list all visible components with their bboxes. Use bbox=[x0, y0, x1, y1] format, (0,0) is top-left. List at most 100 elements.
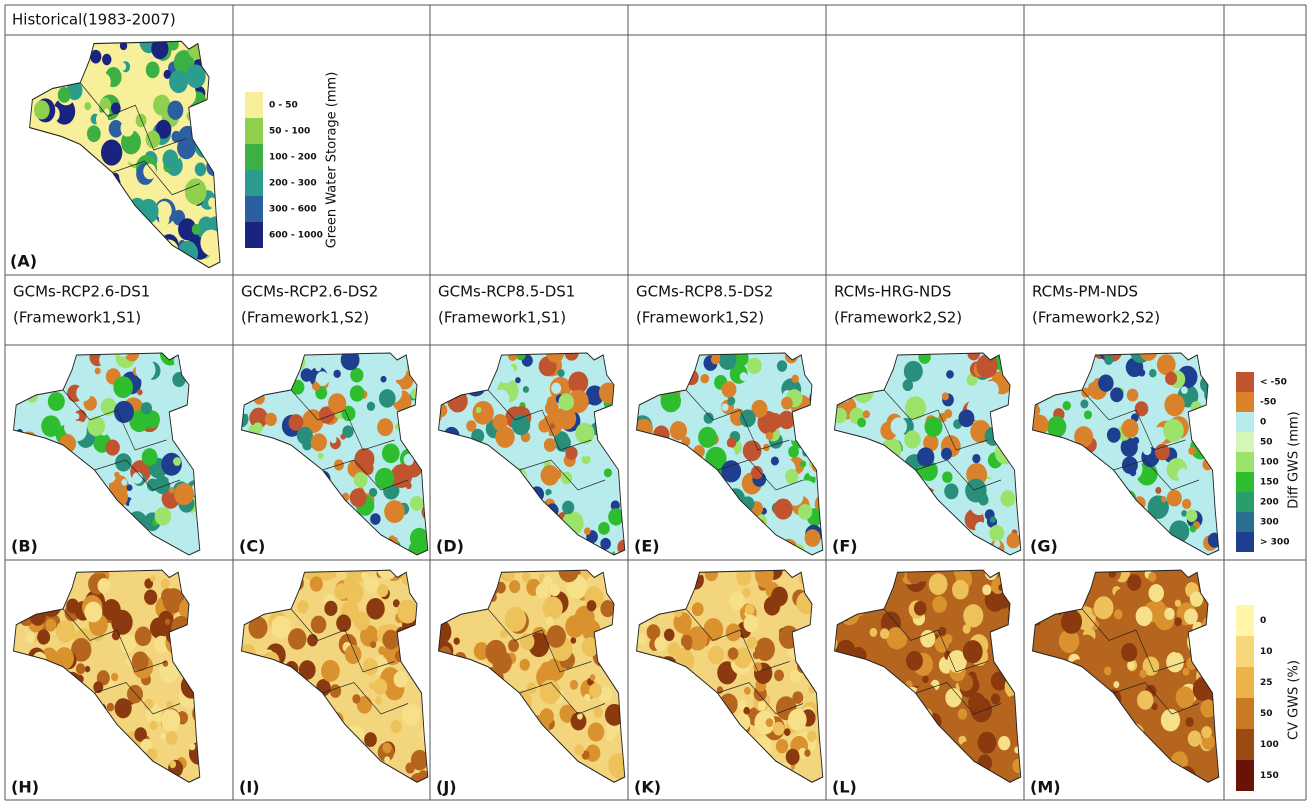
map-patch bbox=[463, 353, 480, 372]
map-patch bbox=[25, 160, 43, 182]
map-patch bbox=[926, 491, 947, 514]
map-patch bbox=[1073, 560, 1086, 575]
map-patch bbox=[531, 523, 550, 544]
map-patch bbox=[840, 734, 848, 743]
map-patch bbox=[53, 710, 61, 719]
map-patch bbox=[836, 385, 852, 402]
map-patch bbox=[20, 431, 38, 451]
map-patch bbox=[311, 433, 327, 451]
map-patch bbox=[819, 666, 825, 673]
map-patch bbox=[883, 498, 899, 515]
map-patch bbox=[904, 430, 920, 448]
map-patch bbox=[1063, 401, 1071, 410]
map-patch bbox=[329, 537, 350, 560]
legend-swatch bbox=[245, 222, 263, 248]
map-patch bbox=[636, 716, 653, 735]
map-fill bbox=[229, 340, 436, 568]
map-patch bbox=[93, 681, 103, 693]
legend-swatch bbox=[1236, 760, 1254, 791]
map-patch bbox=[1200, 435, 1220, 457]
map-patch bbox=[415, 421, 432, 440]
map-patch bbox=[942, 392, 949, 400]
map-patch bbox=[355, 754, 375, 777]
map-patch bbox=[862, 510, 871, 520]
map-patch bbox=[731, 742, 741, 753]
map-patch bbox=[886, 464, 902, 482]
map-patch bbox=[312, 520, 327, 536]
map-patch bbox=[656, 568, 671, 585]
map-patch bbox=[835, 686, 842, 694]
map-patch bbox=[841, 443, 852, 455]
map-patch bbox=[1078, 451, 1094, 469]
map-patch bbox=[59, 707, 77, 728]
map-patch bbox=[749, 542, 761, 555]
map-patch bbox=[914, 548, 925, 560]
map-patch bbox=[722, 494, 729, 502]
map-patch bbox=[755, 519, 765, 530]
map-patch bbox=[202, 121, 219, 142]
legend-label: 300 - 600 bbox=[269, 205, 317, 215]
map-patch bbox=[678, 485, 684, 492]
map-patch bbox=[288, 628, 306, 650]
map-patch bbox=[276, 476, 286, 487]
map-patch bbox=[231, 491, 252, 515]
map-patch bbox=[476, 407, 482, 413]
map-patch bbox=[656, 701, 663, 709]
map-patch bbox=[259, 781, 269, 793]
map-patch bbox=[401, 568, 416, 586]
map-patch bbox=[634, 350, 651, 369]
map-patch bbox=[497, 541, 510, 555]
map-patch bbox=[682, 516, 700, 536]
map-patch bbox=[811, 584, 826, 601]
map-patch bbox=[807, 368, 812, 374]
map-patch bbox=[513, 690, 532, 712]
map-patch bbox=[1175, 600, 1181, 607]
map-patch bbox=[37, 180, 49, 195]
map-patch bbox=[143, 164, 156, 180]
map-patch bbox=[1088, 474, 1095, 482]
map-patch bbox=[178, 343, 198, 365]
map-patch bbox=[1117, 542, 1126, 552]
map-patch bbox=[422, 366, 428, 372]
map-patch bbox=[593, 707, 602, 718]
map-patch bbox=[565, 615, 584, 638]
panel-label: (D) bbox=[436, 537, 464, 556]
map-patch bbox=[373, 679, 387, 695]
map-patch bbox=[1073, 736, 1087, 752]
map bbox=[427, 558, 634, 798]
map-patch bbox=[80, 170, 95, 188]
map-patch bbox=[816, 506, 830, 522]
legend-swatch bbox=[245, 170, 263, 196]
map-patch bbox=[29, 368, 41, 381]
map-patch bbox=[297, 600, 308, 613]
map-patch bbox=[322, 751, 335, 766]
map-patch bbox=[1137, 774, 1158, 798]
map-patch bbox=[922, 676, 928, 684]
map-patch bbox=[811, 639, 825, 655]
map-patch bbox=[989, 551, 996, 558]
map-patch bbox=[865, 751, 883, 772]
map-patch bbox=[989, 525, 1004, 542]
map-patch bbox=[1059, 674, 1070, 687]
map-patch bbox=[751, 773, 759, 783]
map-patch bbox=[608, 753, 630, 778]
map-patch bbox=[173, 457, 181, 466]
map-patch bbox=[10, 693, 19, 704]
map-patch bbox=[321, 754, 331, 765]
map-patch bbox=[127, 484, 133, 491]
map-patch bbox=[850, 725, 862, 739]
map-patch bbox=[1132, 437, 1139, 445]
map-patch bbox=[133, 71, 142, 82]
map-patch bbox=[643, 356, 658, 372]
map-patch bbox=[1073, 366, 1083, 377]
map-patch bbox=[57, 725, 67, 737]
map-patch bbox=[238, 464, 256, 483]
map-patch bbox=[437, 593, 445, 602]
map-patch bbox=[165, 619, 170, 625]
map bbox=[627, 347, 835, 568]
map-patch bbox=[917, 447, 934, 466]
map-patch bbox=[85, 666, 91, 672]
map-patch bbox=[117, 344, 129, 357]
map bbox=[1021, 339, 1230, 568]
map-patch bbox=[186, 530, 204, 550]
